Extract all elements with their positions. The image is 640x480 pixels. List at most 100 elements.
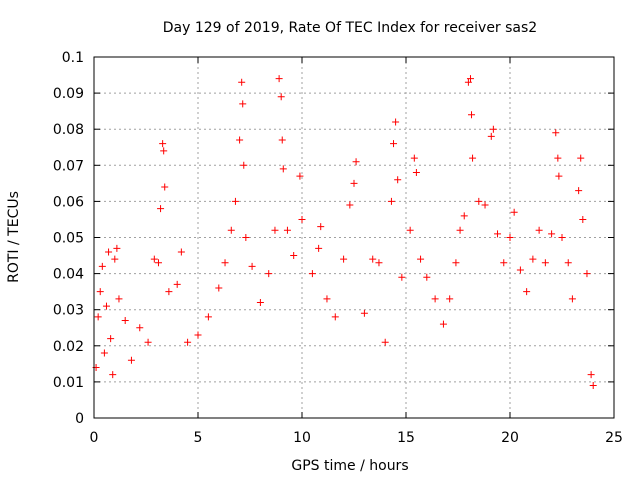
- data-point: [475, 197, 483, 205]
- x-tick-label: 15: [397, 430, 415, 446]
- data-point: [587, 371, 595, 379]
- data-point: [204, 313, 212, 321]
- data-point: [481, 201, 489, 209]
- data-point: [579, 215, 587, 223]
- data-point: [279, 165, 287, 173]
- data-point: [469, 154, 477, 162]
- data-point: [283, 226, 291, 234]
- data-point: [160, 147, 168, 155]
- data-point: [298, 215, 306, 223]
- data-point: [278, 136, 286, 144]
- data-point: [111, 255, 119, 263]
- data-point: [392, 118, 400, 126]
- data-point: [555, 172, 563, 180]
- data-point: [564, 259, 572, 267]
- data-point: [500, 259, 508, 267]
- y-tick-label: 0.1: [62, 50, 84, 66]
- data-point: [157, 205, 165, 213]
- data-point: [256, 298, 264, 306]
- data-point: [150, 255, 158, 263]
- data-point: [290, 252, 298, 260]
- data-point: [107, 335, 115, 343]
- data-point: [340, 255, 348, 263]
- data-point: [589, 382, 597, 390]
- data-point: [331, 313, 339, 321]
- data-point: [460, 212, 468, 220]
- y-tick-label: 0.04: [53, 267, 84, 283]
- data-point: [113, 244, 121, 252]
- data-point: [516, 266, 524, 274]
- data-point: [105, 248, 113, 256]
- x-tick-label: 5: [194, 430, 203, 446]
- x-tick-label: 20: [501, 430, 519, 446]
- data-point: [165, 288, 173, 296]
- data-point: [506, 234, 514, 241]
- data-point: [248, 262, 256, 270]
- data-point: [406, 226, 414, 234]
- data-point: [275, 75, 283, 83]
- data-point: [184, 338, 192, 346]
- data-point: [466, 75, 474, 83]
- data-point: [568, 295, 576, 303]
- data-point: [121, 317, 129, 325]
- data-point: [215, 284, 223, 292]
- data-point: [456, 226, 464, 234]
- x-tick-labels: 0 5 10 15 20 25: [90, 430, 623, 446]
- data-point: [277, 93, 285, 101]
- y-tick-label: 0.02: [53, 339, 84, 355]
- data-point: [144, 338, 152, 346]
- data-point: [308, 270, 316, 278]
- data-point: [446, 295, 454, 303]
- data-point: [317, 223, 325, 231]
- chart-title: Day 129 of 2019, Rate Of TEC Index for r…: [163, 20, 537, 36]
- data-point: [238, 78, 246, 86]
- data-point: [296, 172, 304, 180]
- y-tick-label: 0.01: [53, 375, 84, 391]
- data-point: [398, 273, 406, 281]
- data-point: [98, 262, 106, 270]
- data-point: [548, 230, 556, 238]
- data-points: [92, 75, 597, 390]
- data-point: [94, 313, 102, 321]
- data-point: [381, 338, 389, 346]
- data-point: [417, 255, 425, 263]
- data-point: [394, 176, 402, 184]
- data-point: [323, 295, 331, 303]
- data-point: [352, 158, 360, 166]
- data-point: [136, 324, 144, 332]
- y-tick-label: 0.03: [53, 303, 84, 319]
- data-point: [464, 78, 472, 86]
- data-point: [431, 295, 439, 303]
- data-point: [236, 136, 244, 144]
- y-tick-label: 0: [75, 411, 84, 427]
- data-point: [452, 259, 460, 267]
- data-point: [350, 179, 358, 187]
- data-point: [240, 161, 248, 169]
- data-point: [583, 270, 591, 278]
- data-point: [194, 331, 202, 339]
- data-point: [173, 280, 181, 288]
- data-point: [552, 129, 560, 137]
- data-point: [239, 100, 247, 108]
- data-point: [100, 349, 108, 357]
- data-point: [387, 197, 395, 205]
- data-point: [439, 320, 447, 328]
- data-point: [523, 288, 531, 296]
- data-point: [271, 226, 279, 234]
- x-axis-label: GPS time / hours: [291, 458, 408, 474]
- x-tick-label: 10: [293, 430, 311, 446]
- y-tick-label: 0.08: [53, 122, 84, 138]
- data-point: [115, 295, 123, 303]
- data-point: [154, 259, 162, 267]
- data-point: [577, 154, 585, 162]
- data-point: [487, 132, 495, 140]
- data-point: [510, 208, 518, 216]
- data-point: [554, 154, 562, 162]
- x-tick-label: 25: [605, 430, 623, 446]
- data-point: [96, 288, 104, 296]
- data-point: [423, 273, 431, 281]
- data-point: [315, 244, 323, 252]
- data-point: [231, 197, 239, 205]
- data-point: [410, 154, 418, 162]
- data-point: [161, 183, 169, 191]
